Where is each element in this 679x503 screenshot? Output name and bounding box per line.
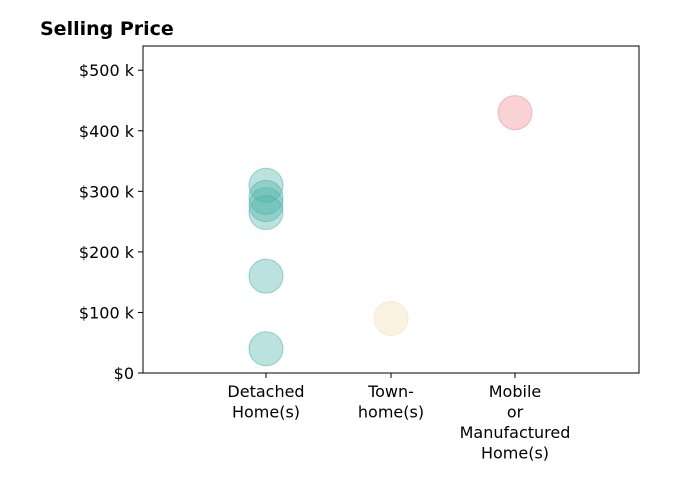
x-axis: Detached Home(s) Town-home(s) Mobile or Manuf… (227, 373, 570, 463)
data-point (248, 179, 284, 215)
y-tick-label: $400 k (79, 122, 135, 141)
data-point (248, 187, 284, 223)
x-tick-label: Detached Home(s) (227, 382, 304, 422)
data-point (373, 301, 409, 336)
data-point (248, 258, 284, 294)
data-point (497, 95, 533, 131)
data-points (248, 95, 533, 367)
y-tick-label: $100 k (79, 303, 135, 322)
data-point (248, 195, 284, 231)
y-tick-label: $0 (114, 364, 134, 383)
x-tick-label: Town-home(s) (358, 382, 424, 422)
y-tick-label: $200 k (79, 243, 135, 262)
chart-title: Selling Price (40, 18, 174, 40)
x-tick-label: Mobile or Manufactured Home(s) (460, 382, 571, 463)
y-tick-label: $300 k (79, 182, 135, 201)
y-tick-label: $500 k (79, 61, 135, 80)
data-point (248, 331, 284, 367)
data-point (248, 167, 284, 203)
y-axis: $0 $100 k $200 k $300 k $400 k $500 k (79, 61, 143, 383)
